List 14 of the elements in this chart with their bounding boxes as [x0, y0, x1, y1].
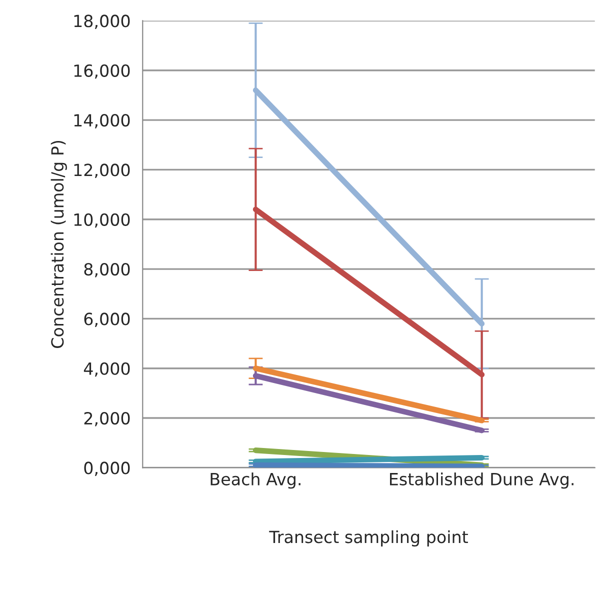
y-tick-label: 6,000 [84, 312, 130, 327]
y-tick-label: 16,000 [74, 64, 130, 79]
x-tick-label: Established Dune Avg. [390, 472, 574, 489]
y-tick-label: 4,000 [84, 362, 130, 377]
y-tick-label: 14,000 [74, 114, 130, 128]
y-tick-label: 8,000 [84, 262, 130, 278]
x-axis-title: Transect sampling point [269, 530, 468, 546]
y-tick-label: 0,000 [84, 462, 130, 476]
y-tick-label: 12,000 [74, 164, 130, 178]
y-axis-title: Concentration (umol/g P) [50, 140, 67, 348]
x-tick-label: Beach Avg. [210, 472, 300, 489]
y-tick-label: 18,000 [74, 14, 130, 29]
y-tick-label: 2,000 [84, 412, 130, 426]
y-tick-label: 10,000 [74, 213, 130, 228]
